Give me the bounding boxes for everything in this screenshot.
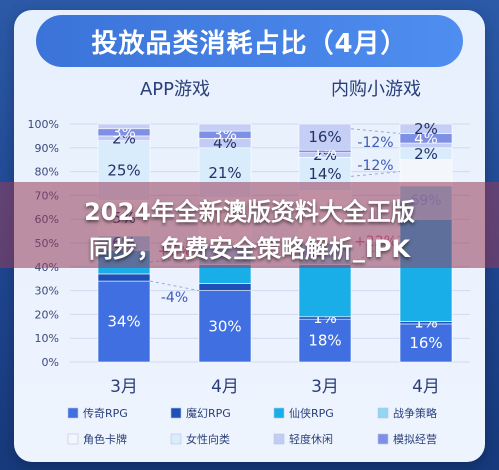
overlay-line-2: 同步，免费安全策略解析_IPK bbox=[88, 235, 411, 263]
data-label: 16% bbox=[409, 334, 442, 352]
bar-segment bbox=[298, 123, 352, 151]
legend-label: 角色卡牌 bbox=[83, 432, 127, 446]
legend-swatch bbox=[377, 433, 389, 445]
annotation-label: -4% bbox=[161, 290, 188, 306]
group-title: APP游戏 bbox=[140, 79, 210, 100]
data-label: 18% bbox=[308, 332, 341, 350]
bar-segment bbox=[298, 264, 352, 318]
data-label: 14% bbox=[308, 165, 341, 183]
y-tick-label: 90% bbox=[35, 142, 59, 155]
bar-segment bbox=[198, 290, 252, 363]
bar-segment bbox=[97, 280, 151, 363]
overlay-line-1: 2024年全新澳版资料大全正版 bbox=[84, 198, 415, 226]
legend-swatch bbox=[170, 433, 182, 445]
legend-label: 女性向类 bbox=[186, 432, 230, 446]
legend-label: 轻度休闲 bbox=[289, 432, 333, 446]
legend-swatch bbox=[377, 407, 389, 419]
y-tick-label: 20% bbox=[35, 308, 59, 321]
legend-label: 战争策略 bbox=[393, 406, 437, 420]
legend-swatch bbox=[67, 433, 79, 445]
annotation-connector bbox=[350, 171, 401, 177]
annotation-connector bbox=[149, 280, 200, 292]
legend-swatch bbox=[67, 407, 79, 419]
data-label: 25% bbox=[107, 161, 140, 179]
annotation-connector bbox=[350, 128, 401, 135]
legend-swatch bbox=[273, 433, 285, 445]
legend-swatch bbox=[170, 407, 182, 419]
data-label: 30% bbox=[208, 317, 241, 335]
annotation-label: -12% bbox=[357, 158, 393, 174]
bar-segment bbox=[399, 159, 453, 187]
legend-label: 传奇RPG bbox=[83, 407, 128, 420]
data-label: 34% bbox=[107, 313, 140, 331]
data-label: 21% bbox=[208, 164, 241, 182]
bar-segment bbox=[97, 123, 151, 130]
bar-segment bbox=[298, 318, 352, 363]
legend-label: 仙侠RPG bbox=[289, 407, 334, 420]
legend-swatch bbox=[273, 407, 285, 419]
group-title: 内购小游戏 bbox=[331, 79, 421, 100]
bar-segment bbox=[198, 123, 252, 132]
legend-label: 魔幻RPG bbox=[186, 406, 231, 420]
data-label: 16% bbox=[308, 128, 341, 146]
x-tick-label: 4月 bbox=[211, 377, 239, 397]
y-tick-label: 80% bbox=[35, 166, 59, 179]
x-tick-label: 3月 bbox=[311, 377, 339, 397]
x-tick-label: 4月 bbox=[412, 377, 440, 397]
x-tick-label: 3月 bbox=[110, 377, 138, 397]
bar-segment bbox=[198, 283, 252, 291]
y-tick-label: 10% bbox=[35, 332, 59, 345]
legend-label: 模拟经营 bbox=[393, 432, 437, 446]
data-label: 2% bbox=[414, 120, 438, 138]
annotation-label: -12% bbox=[357, 135, 393, 151]
chart-title: 投放品类消耗占比（4月） bbox=[36, 15, 463, 67]
y-tick-label: 30% bbox=[35, 285, 59, 298]
bar-segment bbox=[97, 273, 151, 282]
data-label: 2% bbox=[414, 145, 438, 163]
y-tick-label: 0% bbox=[42, 356, 59, 369]
overlay-banner: 2024年全新澳版资料大全正版 同步，免费安全策略解析_IPK bbox=[0, 182, 499, 268]
y-tick-label: 100% bbox=[28, 118, 59, 131]
bar-segment bbox=[399, 323, 453, 363]
bar-segment bbox=[399, 123, 453, 134]
